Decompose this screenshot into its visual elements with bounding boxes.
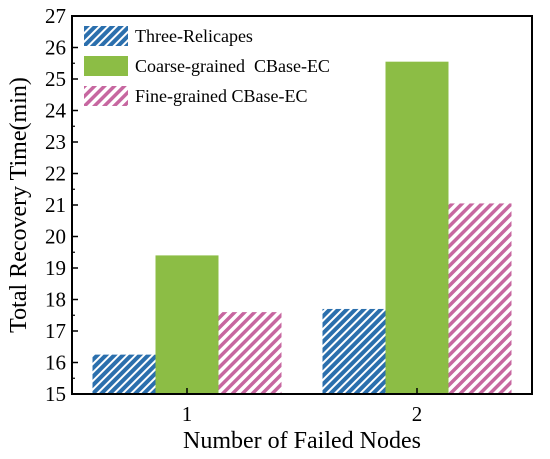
y-tick-label: 25 <box>45 67 66 91</box>
legend: Three-Relicapes Coarse-grained CBase-EC Fi… <box>84 26 330 106</box>
y-tick-label: 17 <box>45 319 66 343</box>
y-tick-label: 20 <box>45 225 66 249</box>
y-tick-label: 26 <box>45 36 66 60</box>
y-tick-label: 27 <box>45 4 66 28</box>
x-tick-label: 2 <box>412 402 423 426</box>
y-tick-label: 22 <box>45 162 66 186</box>
y-tick-label: 18 <box>45 288 66 312</box>
legend-label-1: Three-Relicapes <box>135 26 253 46</box>
legend-label-2: Coarse-grained CBase-EC <box>135 56 330 76</box>
y-tick-label: 19 <box>45 256 66 280</box>
axis-ticks: 15 16 17 18 19 20 21 22 23 24 25 26 27 1 2 <box>45 4 422 426</box>
y-tick-label: 16 <box>45 351 66 375</box>
legend-swatch-3 <box>84 86 128 106</box>
y-axis-title: Total Recovery Time(min) <box>6 77 32 333</box>
bar-1-cat-1 <box>92 354 156 394</box>
legend-swatch-2 <box>84 56 128 76</box>
bars-layer <box>92 61 512 395</box>
x-tick-label: 1 <box>182 402 193 426</box>
y-tick-label: 15 <box>45 382 66 406</box>
bar-2-cat-2 <box>385 61 449 395</box>
bar-2-cat-1 <box>155 255 219 394</box>
legend-label-3: Fine-grained CBase-EC <box>135 86 307 106</box>
bar-3-cat-1 <box>218 312 282 394</box>
y-tick-label: 23 <box>45 130 66 154</box>
bar-1-cat-2 <box>322 308 386 394</box>
y-tick-label: 21 <box>45 193 66 217</box>
bar-3-cat-2 <box>448 203 512 394</box>
legend-swatch-1 <box>84 26 128 46</box>
y-tick-label: 24 <box>45 99 67 123</box>
x-axis-title: Number of Failed Nodes <box>183 428 421 454</box>
